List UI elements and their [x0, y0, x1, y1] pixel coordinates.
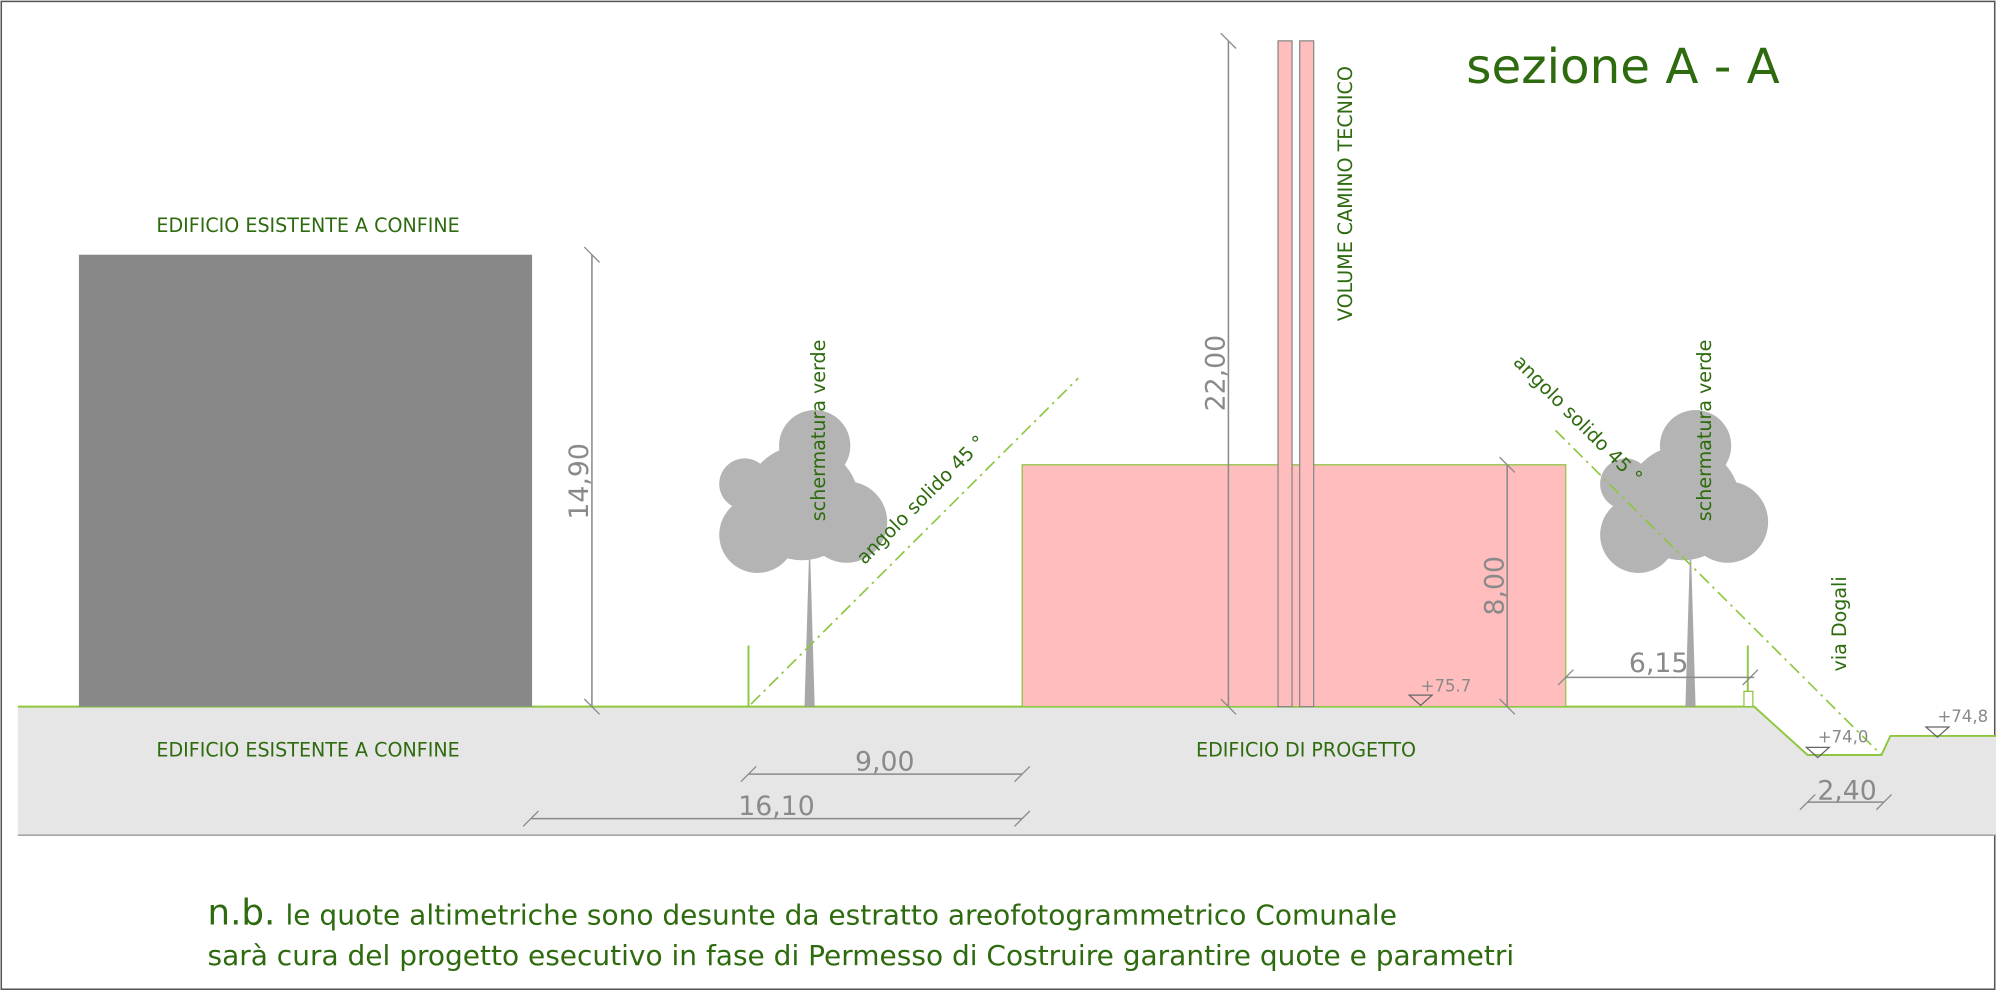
dimension: 6,15	[1629, 648, 1688, 679]
existing-building	[78, 254, 533, 707]
dimension: 22,00	[1201, 335, 1232, 412]
label: EDIFICIO ESISTENTE A CONFINE	[156, 214, 459, 237]
ground	[17, 706, 1996, 836]
dimension-lines	[522, 32, 1893, 827]
label: schermatura verde	[807, 340, 830, 522]
chimney	[1299, 40, 1315, 708]
dimension: 8,00	[1479, 556, 1510, 616]
note: n.b. le quote altimetriche sono desunte d…	[207, 892, 1396, 933]
label: schermatura verde	[1693, 340, 1716, 522]
dimension: 9,00	[855, 746, 914, 777]
label: EDIFICIO ESISTENTE A CONFINE	[156, 738, 459, 761]
dimension: 2,40	[1817, 776, 1876, 807]
tree	[719, 410, 888, 707]
dimension: 16,10	[738, 791, 815, 822]
label: EDIFICIO DI PROGETTO	[1196, 738, 1416, 761]
angle-line	[750, 377, 1079, 705]
level-markers	[1407, 694, 1951, 759]
level: +74,8	[1937, 707, 1988, 726]
note-prefix: n.b.	[207, 892, 275, 933]
note-line: le quote altimetriche sono desunte da es…	[286, 898, 1397, 931]
tree	[1600, 410, 1769, 707]
label: via Dogali	[1828, 576, 1851, 671]
dimension: 14,90	[564, 443, 595, 520]
wall	[1743, 690, 1754, 708]
project-building	[1021, 464, 1567, 708]
chimney	[1277, 40, 1293, 708]
angle-line	[1554, 429, 1883, 756]
note-line: sarà cura del progetto esecutivo in fase…	[207, 939, 1514, 972]
level: +75.7	[1421, 676, 1472, 695]
level: +74,0	[1818, 727, 1869, 746]
label: VOLUME CAMINO TECNICO	[1334, 66, 1357, 321]
title: sezione A - A	[1466, 39, 1779, 95]
